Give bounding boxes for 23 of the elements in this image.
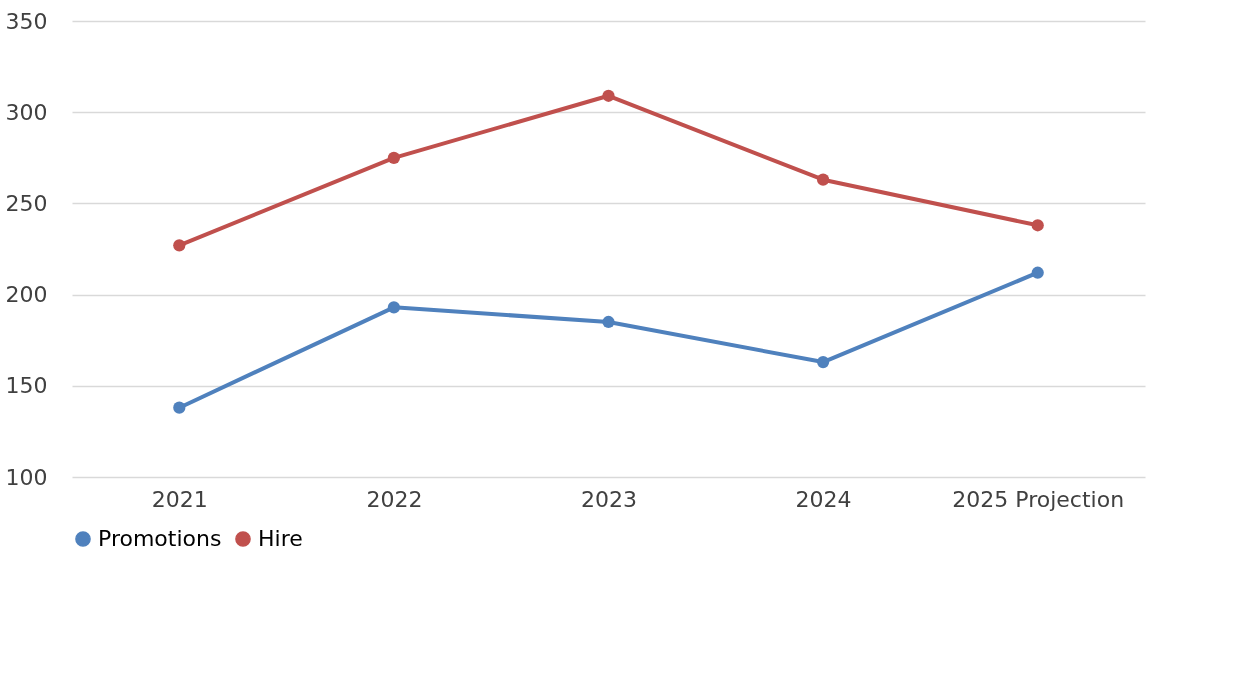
y-tick-label: 350	[5, 8, 48, 34]
legend-label: Promotions	[98, 526, 222, 551]
y-tick-label: 250	[5, 190, 48, 216]
x-tick-label: 2023	[581, 486, 637, 512]
point	[387, 151, 401, 164]
x-tick-label: 2022	[366, 486, 423, 512]
point	[173, 401, 186, 414]
point	[816, 173, 830, 186]
x-tick-label: 2024	[795, 486, 852, 512]
y-tick-label: 200	[5, 282, 48, 308]
point	[816, 355, 830, 369]
point	[1031, 219, 1044, 232]
point	[602, 315, 615, 329]
point	[602, 89, 615, 102]
x-tick-label: 2021	[151, 486, 208, 512]
point	[1031, 266, 1044, 279]
y-tick-label: 100	[5, 464, 48, 490]
y-tick-label: 150	[5, 373, 48, 399]
legend-label: Hire	[258, 526, 303, 551]
point	[387, 301, 401, 314]
y-tick-label: 300	[5, 99, 48, 125]
x-tick-label: 2025 Projection	[952, 486, 1125, 512]
point	[173, 239, 186, 252]
